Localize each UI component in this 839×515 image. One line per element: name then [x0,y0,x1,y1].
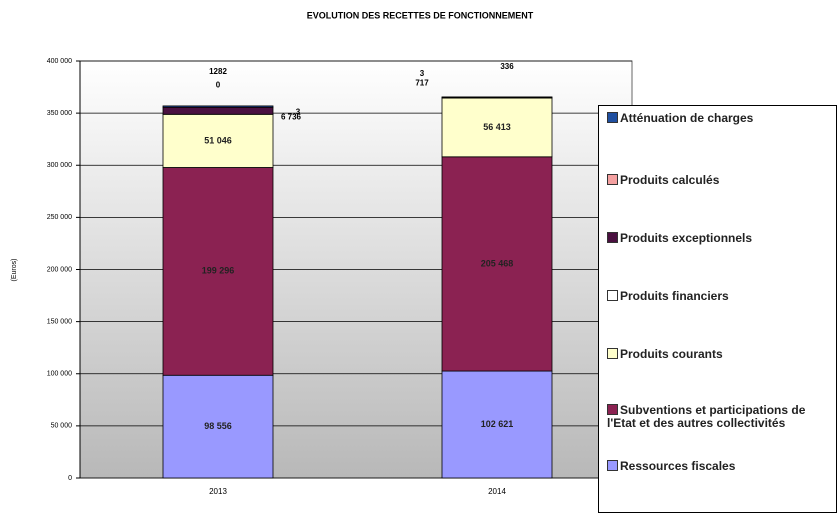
y-tick-label: 350 000 [47,110,72,117]
x-tick-label: 2014 [488,487,506,496]
value-label: 6 736 [281,112,302,121]
legend-item: Atténuation de charges [607,112,832,125]
bar-segment [441,97,553,158]
bar-segment [162,105,274,108]
value-label: 205 468 [481,258,514,268]
legend: Atténuation de charges Produits calculés P… [598,105,837,513]
value-label: 51 046 [204,135,232,145]
y-tick-label: 200 000 [47,266,72,273]
value-label: 102 621 [481,419,514,429]
legend-label: Produits courants [620,347,723,361]
legend-item: Produits exceptionnels [607,232,832,245]
value-label: 3 [420,69,425,78]
x-tick-label: 2013 [209,487,227,496]
value-label: 717 [415,78,429,87]
value-label: 98 556 [204,421,232,431]
y-tick-label: 100 000 [47,371,72,378]
chart-title: EVOLUTION DES RECETTES DE FONCTIONNEMENT [307,10,534,20]
legend-swatch [607,460,618,471]
legend-label: Produits exceptionnels [620,231,753,245]
y-tick-label: 250 000 [47,214,72,221]
bar-segment [162,113,274,168]
value-label: 199 296 [202,266,235,276]
y-axis-label: (Euros) [11,259,18,282]
y-tick-label: 400 000 [47,58,72,65]
legend-label: Subventions et participations de l'Etat … [607,403,806,430]
legend-swatch [607,174,618,185]
bar-segment [441,156,553,372]
legend-item: Subventions et participations de l'Etat … [607,404,832,430]
bar-segment [162,106,274,115]
legend-swatch [607,404,618,415]
value-label: 0 [216,80,221,89]
legend-swatch [607,348,618,359]
legend-item: Produits calculés [607,174,832,187]
value-label: 3 [296,107,301,116]
legend-item: Ressources fiscales [607,460,832,473]
y-tick-label: 50 000 [51,423,73,430]
bar-segment [441,370,553,479]
legend-item: Produits financiers [607,290,832,303]
legend-swatch [607,112,618,123]
value-label: 336 [500,62,514,71]
legend-swatch [607,290,618,301]
y-tick-label: 150 000 [47,318,72,325]
legend-label: Ressources fiscales [620,459,736,473]
y-tick-label: 0 [68,475,72,482]
legend-label: Atténuation de charges [620,111,754,125]
y-tick-label: 300 000 [47,162,72,169]
bar-segment [162,167,274,376]
legend-item: Produits courants [607,348,832,361]
bar-segment [162,374,274,479]
value-label: 56 413 [483,122,511,132]
legend-swatch [607,232,618,243]
value-label: 1282 [209,67,227,76]
legend-label: Produits financiers [620,289,729,303]
legend-label: Produits calculés [620,173,720,187]
